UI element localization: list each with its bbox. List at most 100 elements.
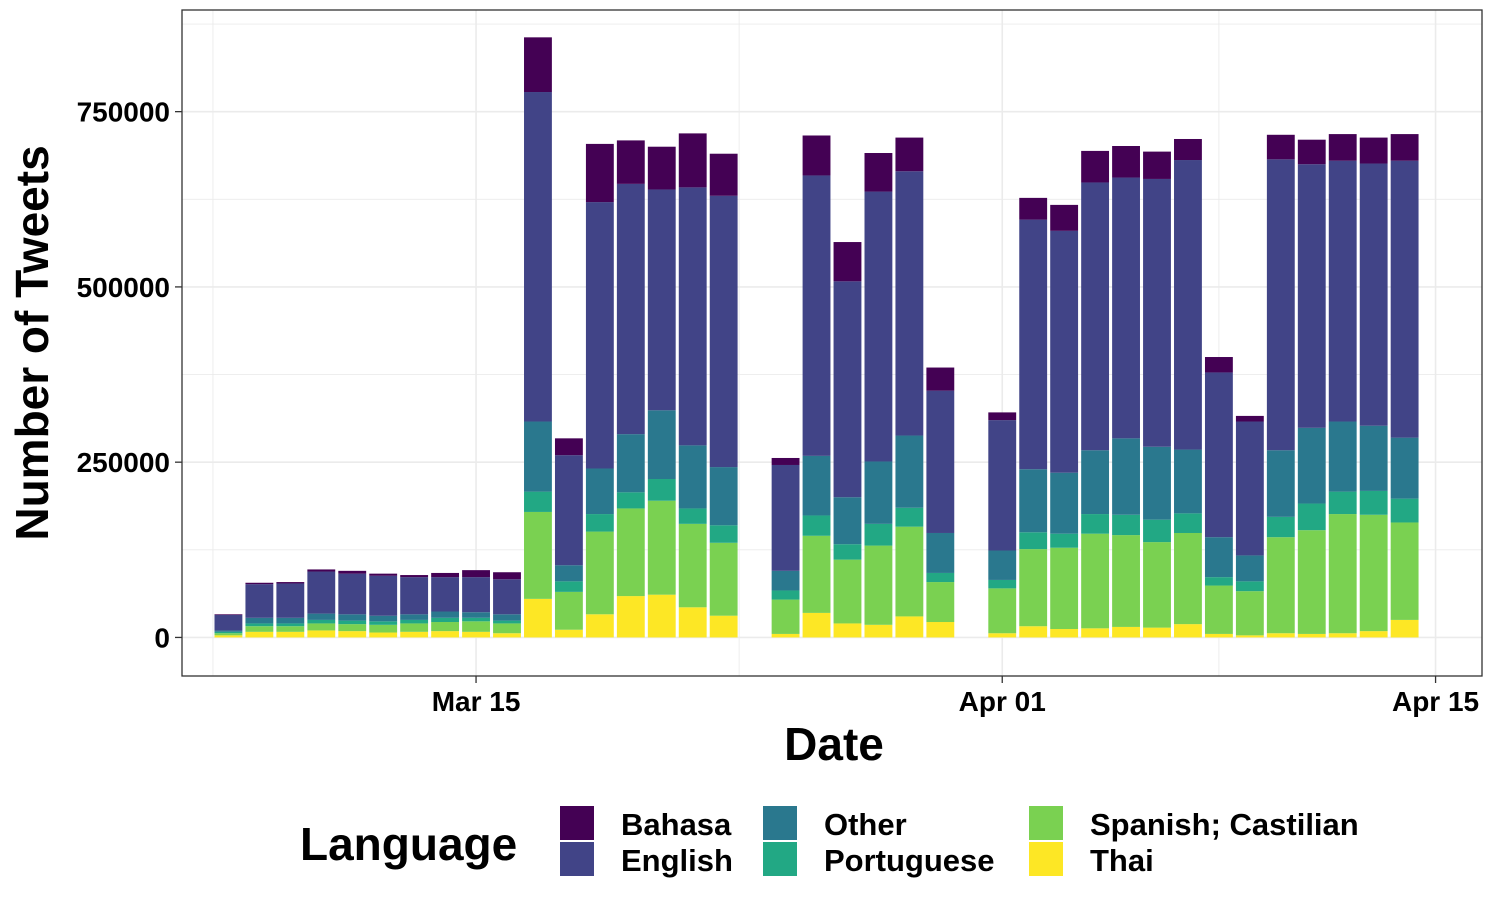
bar-segment-english <box>1143 178 1171 447</box>
bar-segment-spanish-castilian <box>1235 591 1264 636</box>
bar-segment-other <box>1019 469 1048 533</box>
bar-segment-portuguese <box>1050 533 1079 548</box>
bar-segment-spanish-castilian <box>1328 514 1357 634</box>
bar-segment-thai <box>709 615 738 638</box>
bar-segment-portuguese <box>1390 498 1419 523</box>
bar-segment-thai <box>1297 633 1326 638</box>
bar-segment-thai <box>1019 626 1048 638</box>
bar-segment-bahasa <box>647 146 676 190</box>
bar-segment-english <box>926 390 955 533</box>
bar-segment-bahasa <box>1297 139 1326 165</box>
bar-segment-portuguese <box>802 515 831 536</box>
bar-segment-bahasa <box>802 135 831 176</box>
bar-segment-english <box>802 175 831 456</box>
bar-segment-thai <box>864 624 893 638</box>
bar-segment-english <box>616 183 645 435</box>
bar-segment-portuguese <box>647 479 676 501</box>
bar-segment-portuguese <box>307 619 336 624</box>
x-axis-title: Date <box>784 718 884 770</box>
bar-segment-portuguese <box>245 623 274 627</box>
bars-layer <box>214 37 1419 638</box>
bar-segment-other <box>926 532 955 573</box>
bar-segment-thai <box>493 633 521 638</box>
bar-segment-other <box>895 435 924 508</box>
bar-segment-spanish-castilian <box>400 623 429 632</box>
bar-segment-bahasa <box>1081 150 1110 183</box>
bar-segment-portuguese <box>493 620 521 624</box>
bar-segment-other <box>1204 537 1233 578</box>
bar-segment-english <box>245 584 274 618</box>
bar-segment-bahasa <box>307 569 336 572</box>
bar-segment-bahasa <box>616 140 645 184</box>
bar-segment-english <box>647 189 676 411</box>
bar-segment-other <box>616 434 645 493</box>
bar-segment-english <box>988 420 1017 551</box>
bar-segment-other <box>524 421 552 492</box>
bar-segment-other <box>1143 446 1171 520</box>
bar-segment-portuguese <box>524 491 552 512</box>
bar-segment-spanish-castilian <box>864 545 893 625</box>
x-tick-label: Mar 15 <box>432 686 521 717</box>
bar-segment-portuguese <box>431 617 460 623</box>
bar-segment-bahasa <box>1019 197 1048 220</box>
bar-segment-spanish-castilian <box>1019 549 1048 627</box>
bar-segment-other <box>462 612 490 618</box>
bar-segment-other <box>1112 438 1140 515</box>
bar-segment-thai <box>307 630 336 638</box>
bar-segment-english <box>1328 160 1357 422</box>
plot-border <box>181 9 1483 677</box>
bar-segment-english <box>864 191 893 462</box>
y-tick-label: 750000 <box>77 97 170 128</box>
legend-label-english: English <box>621 843 733 878</box>
bar-segment-portuguese <box>1235 581 1264 592</box>
bar-segment-spanish-castilian <box>554 591 583 630</box>
bar-segment-spanish-castilian <box>647 500 676 595</box>
bar-segment-spanish-castilian <box>1050 547 1079 630</box>
bar-segment-other <box>1359 425 1388 491</box>
bar-segment-other <box>1297 427 1326 504</box>
bar-segment-portuguese <box>276 623 305 627</box>
bar-segment-english <box>1390 160 1419 438</box>
legend-key-bahasa <box>560 806 594 840</box>
bar-segment-english <box>276 583 305 618</box>
bar-segment-english <box>833 281 862 498</box>
bar-segment-portuguese <box>214 631 243 634</box>
bar-segment-english <box>524 92 552 422</box>
bar-segment-spanish-castilian <box>1359 514 1388 632</box>
bar-segment-portuguese <box>771 590 800 600</box>
axes-layer: 0 250000 500000 750000 Mar 15 Apr 01 Apr 15 <box>77 9 1483 717</box>
bar-segment-spanish-castilian <box>833 559 862 624</box>
bar-segment-thai <box>1081 628 1110 638</box>
bar-segment-thai <box>245 631 274 638</box>
bar-segment-bahasa <box>1174 138 1202 161</box>
legend-label-spanish-castilian: Spanish; Castilian <box>1090 807 1359 842</box>
bar-segment-spanish-castilian <box>1081 533 1110 629</box>
grid-layer <box>182 10 1482 676</box>
bar-segment-other <box>307 613 336 620</box>
bar-segment-spanish-castilian <box>926 582 955 623</box>
legend-key-english <box>560 842 594 876</box>
bar-segment-bahasa <box>988 412 1017 421</box>
bar-segment-portuguese <box>895 507 924 527</box>
bar-segment-english <box>1081 182 1110 451</box>
bar-segment-spanish-castilian <box>678 523 707 608</box>
y-axis-title: Number of Tweets <box>6 145 58 540</box>
bar-segment-portuguese <box>1019 532 1048 550</box>
bar-segment-bahasa <box>431 572 460 578</box>
bar-segment-spanish-castilian <box>895 526 924 617</box>
bar-segment-english <box>1050 230 1079 473</box>
bar-segment-bahasa <box>678 133 707 188</box>
bar-segment-portuguese <box>462 617 490 622</box>
bar-segment-bahasa <box>1112 146 1140 178</box>
bar-segment-thai <box>1266 633 1295 638</box>
bar-segment-english <box>554 455 583 566</box>
bar-segment-thai <box>1112 626 1140 638</box>
bar-segment-bahasa <box>1204 357 1233 373</box>
bar-segment-english <box>214 615 243 631</box>
bar-segment-spanish-castilian <box>369 624 398 633</box>
bar-segment-other <box>214 630 243 632</box>
bar-segment-other <box>709 467 738 526</box>
bar-segment-english <box>1235 421 1264 556</box>
